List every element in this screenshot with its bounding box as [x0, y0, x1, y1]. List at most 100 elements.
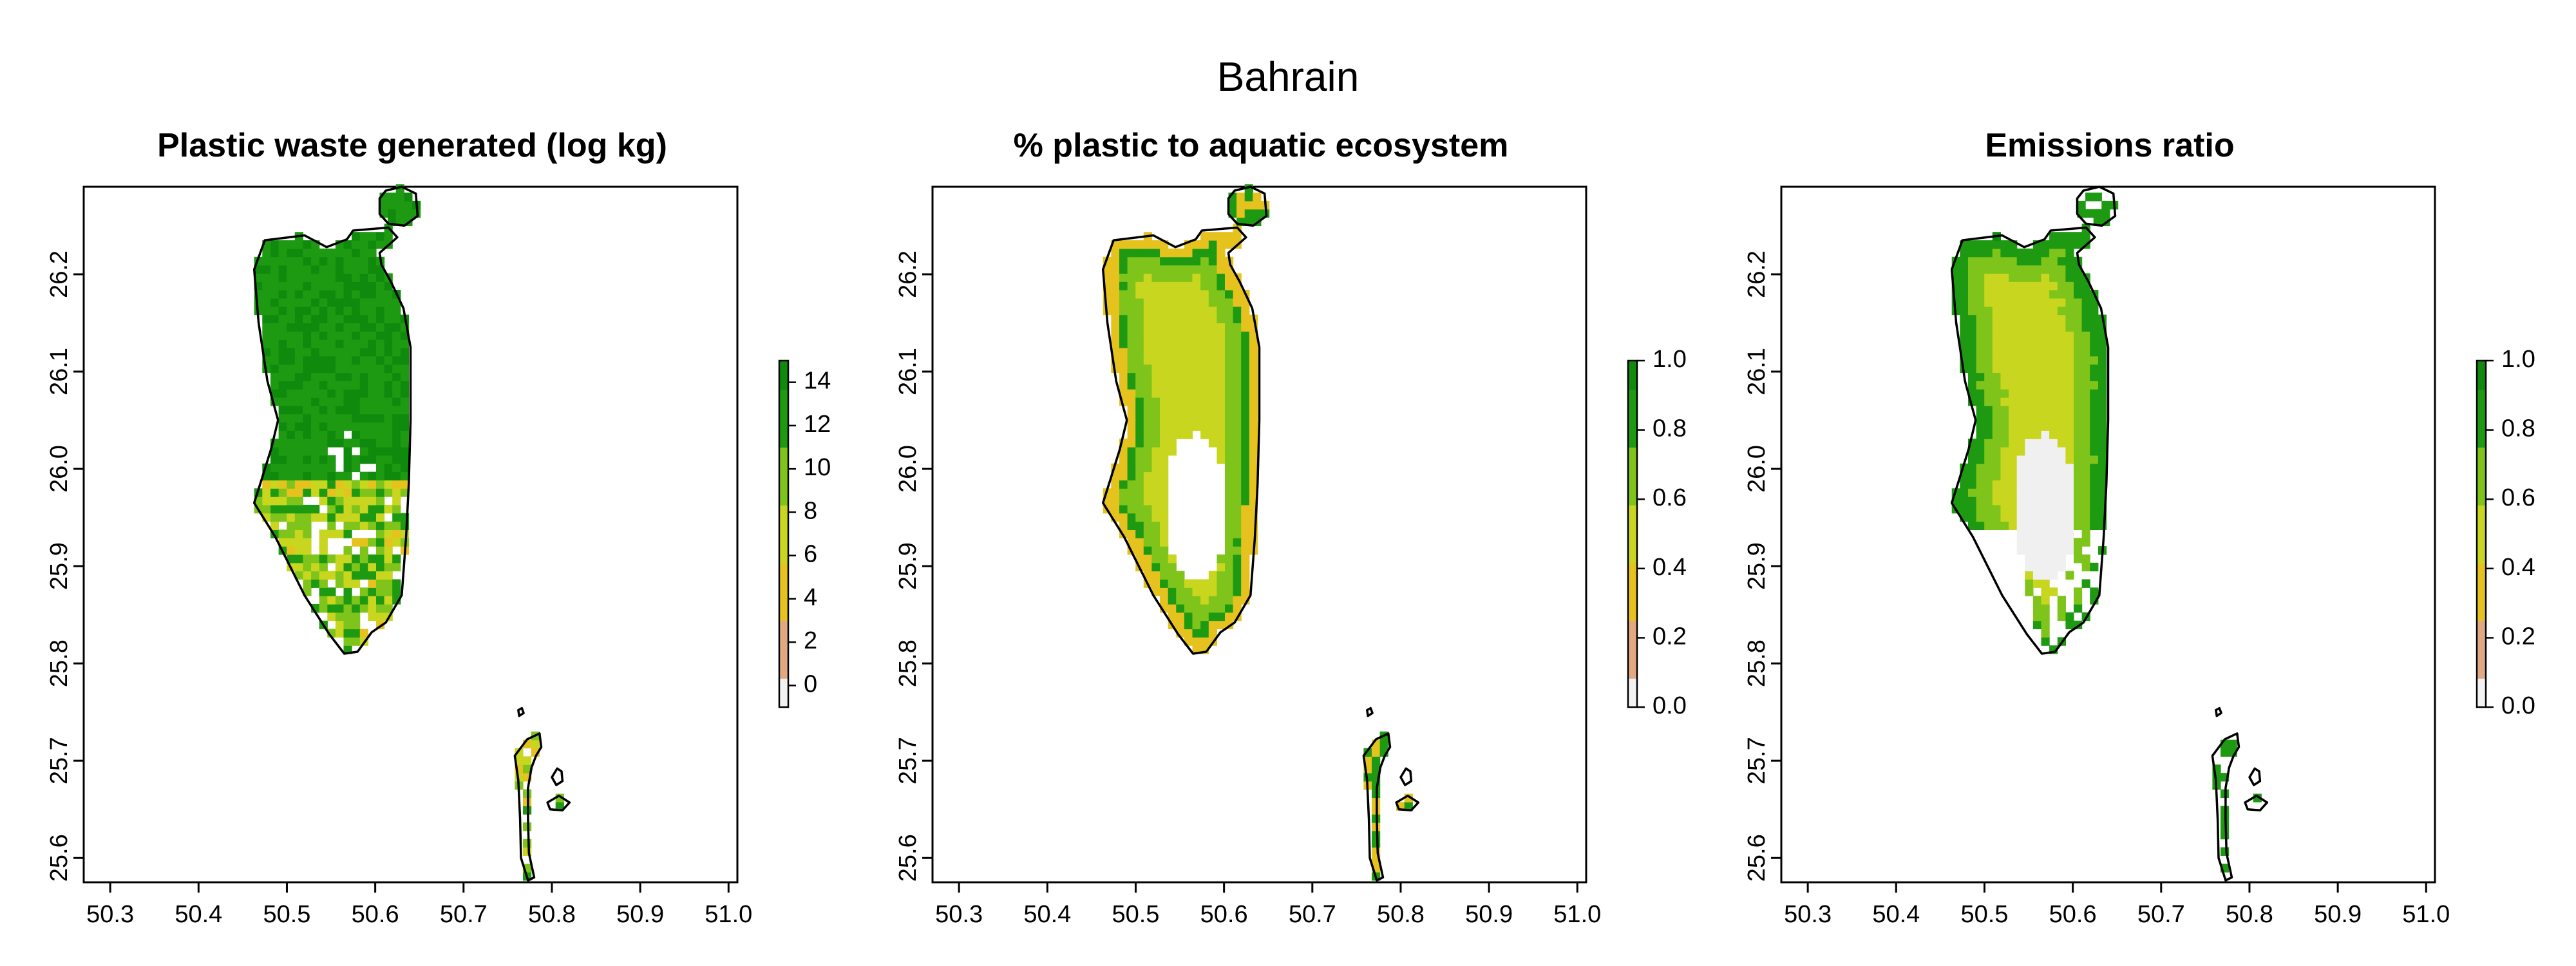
raster-cell — [1233, 232, 1242, 241]
raster-cell — [2041, 306, 2050, 316]
raster-cell — [1160, 455, 1169, 464]
legend-swatch — [2477, 389, 2486, 396]
raster-cell — [376, 389, 385, 398]
raster-cell — [1976, 248, 1985, 258]
raster-cell — [376, 488, 385, 497]
raster-cell — [335, 629, 345, 638]
raster-cell — [1976, 422, 1985, 431]
raster-cell — [2090, 314, 2099, 323]
raster-cell — [368, 314, 377, 323]
raster-cell — [2049, 538, 2058, 547]
raster-cell — [2090, 339, 2099, 348]
raster-cell — [2016, 529, 2025, 538]
raster-cell — [1208, 298, 1217, 307]
raster-cell — [1151, 273, 1160, 282]
raster-cell — [352, 430, 361, 439]
raster-cell — [1143, 306, 1152, 316]
raster-cell — [303, 256, 312, 266]
raster-cell — [2098, 339, 2107, 348]
raster-cell — [1160, 281, 1169, 290]
raster-cell — [2000, 256, 2009, 266]
raster-cell — [2032, 480, 2042, 489]
raster-cell — [1233, 529, 1242, 538]
raster-cell — [1143, 480, 1152, 489]
legend-swatch — [779, 511, 788, 517]
raster-cell — [2041, 546, 2050, 555]
raster-cell — [2065, 348, 2074, 357]
raster-cell — [384, 596, 393, 605]
legend-swatch — [1628, 499, 1637, 506]
raster-cell — [1151, 497, 1160, 506]
raster-cell — [2090, 405, 2099, 415]
raster-cell — [1143, 248, 1152, 258]
raster-cell — [2057, 397, 2066, 406]
raster-cell — [1225, 290, 1234, 299]
raster-cell — [1249, 455, 1258, 464]
raster-cell — [376, 538, 385, 547]
raster-cell — [2000, 372, 2009, 381]
raster-cell — [368, 413, 377, 423]
raster-cell — [335, 364, 345, 374]
coastline — [546, 794, 571, 811]
raster-cell — [262, 488, 271, 497]
raster-cell — [1992, 331, 2001, 340]
raster-cell — [1151, 471, 1160, 480]
raster-cell — [2057, 521, 2066, 530]
raster-cell — [2065, 265, 2074, 274]
raster-cell — [2025, 256, 2034, 266]
raster-cell — [287, 405, 296, 415]
raster-cell — [1225, 413, 1234, 423]
raster-cell — [303, 331, 312, 340]
raster-cell — [2090, 455, 2099, 464]
raster-cell — [1976, 497, 1985, 506]
raster-cell — [335, 323, 345, 332]
raster-cell — [343, 323, 352, 332]
coastline — [1362, 732, 1392, 882]
raster-cell — [392, 554, 401, 564]
legend-swatch — [779, 649, 788, 656]
raster-cell — [294, 381, 303, 390]
raster-cell — [1127, 497, 1136, 506]
raster-cell — [1151, 248, 1160, 258]
raster-cell — [1168, 430, 1177, 439]
raster-cell — [327, 587, 336, 596]
raster-cell — [1984, 306, 1993, 316]
coastline — [517, 706, 525, 717]
raster-cell — [319, 348, 328, 357]
raster-cell — [1127, 256, 1136, 266]
raster-cell — [287, 497, 296, 506]
raster-cell — [2041, 637, 2050, 646]
raster-cell — [2025, 497, 2034, 506]
raster-cell — [1992, 348, 2001, 357]
raster-cell — [1184, 389, 1193, 398]
raster-cell — [2081, 372, 2090, 381]
legend-swatch — [1628, 395, 1637, 402]
raster-cell — [1217, 273, 1226, 282]
raster-cell — [343, 455, 352, 464]
raster-cell — [1192, 339, 1201, 348]
raster-cell — [327, 455, 336, 464]
raster-cell — [2049, 546, 2058, 555]
raster-cell — [1241, 306, 1250, 316]
raster-cell — [376, 471, 385, 480]
raster-cell — [2032, 554, 2042, 564]
raster-cell — [2065, 397, 2074, 406]
raster-cell — [1984, 355, 1993, 365]
raster-cell — [270, 290, 279, 299]
raster-cell — [1119, 314, 1128, 323]
raster-cell — [1135, 554, 1144, 564]
raster-cell — [1127, 538, 1136, 547]
raster-cell — [376, 430, 385, 439]
legend-tick-label: 0.4 — [2501, 554, 2535, 581]
legend-swatch — [779, 522, 788, 529]
legend-swatch — [2477, 696, 2486, 702]
raster-cell — [2074, 455, 2083, 464]
raster-cell — [2032, 497, 2042, 506]
raster-cell — [1127, 389, 1136, 398]
raster-cell — [1168, 265, 1177, 274]
raster-cell — [335, 579, 345, 588]
raster-cell — [2000, 447, 2009, 456]
raster-cell — [1208, 248, 1217, 258]
raster-cell — [1176, 290, 1185, 299]
raster-cell — [311, 381, 320, 390]
